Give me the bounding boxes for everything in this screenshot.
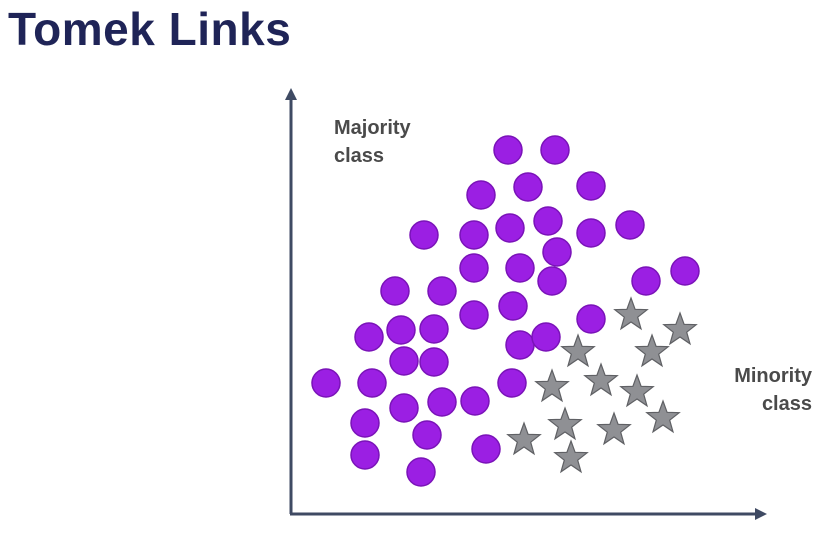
majority-point — [412, 420, 442, 450]
minority-point — [613, 296, 649, 331]
majority-point — [357, 368, 387, 398]
majority-point — [498, 291, 528, 321]
majority-point — [537, 266, 567, 296]
majority-point — [460, 386, 490, 416]
majority-point — [350, 408, 380, 438]
majority-point — [576, 218, 606, 248]
majority-point — [311, 368, 341, 398]
minority-point — [534, 368, 570, 403]
majority-point — [542, 237, 572, 267]
x-axis-arrow — [755, 508, 767, 520]
majority-point — [531, 322, 561, 352]
majority-point — [631, 266, 661, 296]
majority-point — [419, 314, 449, 344]
majority-point — [497, 368, 527, 398]
axes — [285, 88, 767, 520]
majority-point — [615, 210, 645, 240]
majority-point — [459, 253, 489, 283]
majority-point — [427, 387, 457, 417]
minority-point — [547, 406, 583, 441]
majority-point — [459, 220, 489, 250]
minority-point — [583, 362, 619, 397]
minority-point — [596, 411, 632, 446]
majority-point — [540, 135, 570, 165]
majority-point — [495, 213, 525, 243]
page-title: Tomek Links — [8, 3, 292, 55]
minority-point — [619, 373, 655, 408]
majority-point — [471, 434, 501, 464]
majority-point — [354, 322, 384, 352]
majority-point — [513, 172, 543, 202]
majority-point — [533, 206, 563, 236]
majority-points — [311, 135, 700, 487]
majority-point — [427, 276, 457, 306]
majority-point — [350, 440, 380, 470]
minority-point — [560, 333, 596, 368]
majority-point — [505, 330, 535, 360]
minority-label-line2: class — [761, 393, 812, 415]
minority-point — [553, 439, 589, 474]
majority-point — [380, 276, 410, 306]
majority-point — [493, 135, 523, 165]
majority-point — [389, 346, 419, 376]
majority-point — [409, 220, 439, 250]
majority-point — [386, 315, 416, 345]
majority-point — [576, 171, 606, 201]
minority-label-line1: Minority — [734, 365, 812, 387]
majority-label-line2: class — [334, 145, 385, 167]
minority-points — [506, 296, 698, 474]
majority-point — [406, 457, 436, 487]
majority-point — [576, 304, 606, 334]
minority-point — [634, 333, 670, 368]
majority-class-label: Majority class — [334, 114, 411, 170]
minority-class-label: Minority class — [712, 362, 812, 418]
minority-point — [506, 421, 542, 456]
majority-point — [419, 347, 449, 377]
majority-point — [459, 300, 489, 330]
majority-point — [505, 253, 535, 283]
minority-point — [662, 311, 698, 346]
y-axis-arrow — [285, 88, 297, 100]
minority-point — [645, 399, 681, 434]
majority-label-line1: Majority — [334, 117, 411, 139]
majority-point — [389, 393, 419, 423]
majority-point — [670, 256, 700, 286]
majority-point — [466, 180, 496, 210]
